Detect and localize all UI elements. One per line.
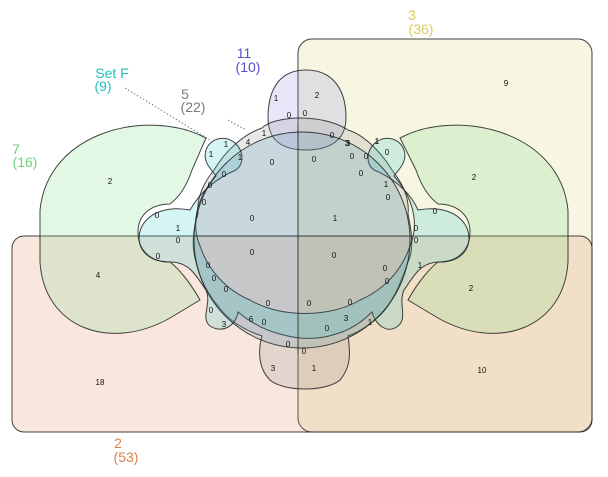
region-count: 0 [332,251,337,260]
set-5-leader [227,119,247,131]
region-count: 3 [344,314,349,323]
region-count: 1 [176,224,181,233]
region-count: 2 [469,284,474,293]
region-count: 0 [266,299,271,308]
region-count: 1 [368,318,373,327]
region-count: 2 [108,177,113,186]
region-count: 0 [287,111,292,120]
region-count: 0 [206,261,211,270]
central-circle [193,131,411,349]
region-count: 0 [385,277,390,286]
region-count: 0 [202,198,207,207]
region-count: 0 [303,109,308,118]
region-count: 0 [312,155,317,164]
region-count: 3 [345,139,350,148]
region-count: 1 [384,180,389,189]
region-count: 3 [271,364,276,373]
set-7-count: (16) [13,154,38,170]
region-count: 0 [208,181,213,190]
region-count: 0 [359,169,364,178]
set-3-count: (36) [409,21,434,37]
region-count: 0 [325,324,330,333]
region-count: 0 [350,152,355,161]
region-count: 2 [315,91,320,100]
region-count: 4 [96,271,101,280]
region-count: 18 [96,378,105,387]
region-count: 0 [364,152,369,161]
region-count: 1 [209,150,214,159]
set-5-name: 5 [181,86,189,102]
set-f-name: Set F [95,65,128,81]
region-count: 3 [222,320,227,329]
region-count: 0 [414,224,419,233]
region-count: 1 [274,94,279,103]
region-count: 0 [262,318,267,327]
region-count: 0 [209,306,214,315]
set-2-name: 2 [114,435,122,451]
region-count: 6 [249,315,254,324]
region-count: 0 [286,340,291,349]
set-7-name: 7 [12,141,20,157]
region-count: 0 [348,298,353,307]
region-count: 1 [312,364,317,373]
region-count: 0 [156,252,161,261]
region-count: 0 [330,131,335,140]
set-f-count: (9) [94,78,111,94]
region-count: 0 [414,236,419,245]
region-count: 1 [238,153,243,162]
set-5-count: (22) [181,99,206,115]
region-count: 0 [176,236,181,245]
set-2-count: (53) [114,449,139,465]
set-f-shape [138,137,470,339]
region-count: 0 [386,193,391,202]
region-count: 3 [346,139,351,148]
set-3-name: 3 [408,7,416,23]
region-count: 2 [472,173,477,182]
region-count: 0 [224,285,229,294]
region-count: 0 [302,347,307,356]
region-count: 1 [375,137,380,146]
region-count: 0 [250,214,255,223]
region-count: 0 [155,211,160,220]
region-count: 0 [385,148,390,157]
region-count: 1 [224,140,229,149]
set-11-count: (10) [236,59,261,75]
set-f-leader [124,87,211,141]
set-11-shape [267,69,347,151]
region-count: 1 [418,261,423,270]
region-count: 9 [504,79,509,88]
region-count: 1 [262,129,267,138]
set-7-shape [39,124,569,334]
region-count: 0 [250,248,255,257]
region-count: 0 [383,264,388,273]
set-11-name: 11 [237,45,252,61]
region-count: 0 [212,274,217,283]
region-count: 1 [333,214,338,223]
region-count: 0 [433,207,438,216]
region-count: 1 [375,137,380,146]
region-count: 10 [478,366,487,375]
region-count: 4 [246,138,251,147]
region-count: 0 [307,299,312,308]
region-count: 0 [222,170,227,179]
region-count: 0 [270,158,275,167]
